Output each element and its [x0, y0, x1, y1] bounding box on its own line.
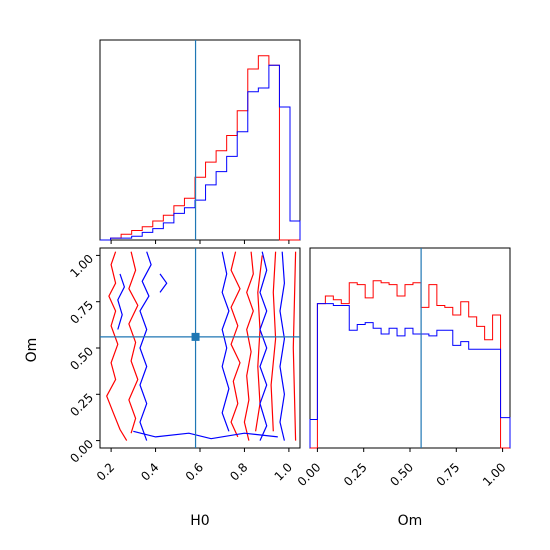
contour-blue-0	[117, 273, 126, 330]
om-histogram-marks	[309, 248, 511, 449]
truth-marker	[191, 332, 200, 341]
contour-blue-4	[259, 251, 268, 441]
y-tick-label: 0.00	[67, 437, 96, 466]
contour-blue-1	[139, 251, 152, 441]
histogram-blue-series	[100, 64, 301, 241]
x-tick-label: 0.8	[227, 460, 250, 483]
contour-red-0	[106, 251, 128, 441]
y-tick-label: 0.50	[67, 344, 96, 373]
contour-marks	[100, 248, 300, 448]
x-tick-label: 0.00	[295, 460, 324, 489]
y-tick-label: 0.25	[67, 391, 96, 420]
contour-blue-3	[221, 251, 230, 432]
om-y-axis-label: Om	[24, 338, 40, 363]
y-tick-label: 1.00	[67, 252, 96, 281]
h0-axis-label: H0	[190, 513, 209, 529]
h0-histogram-marks	[100, 40, 301, 241]
x-tick-label: 1.0	[272, 460, 295, 483]
x-tick-label: 0.50	[387, 460, 416, 489]
x-tick-label: 1.00	[480, 460, 509, 489]
x-tick-label: 0.6	[183, 460, 206, 483]
x-tick-label: 0.4	[138, 460, 161, 483]
histogram-blue-series	[309, 303, 511, 448]
x-tick-label: 0.25	[341, 460, 370, 489]
contour-red-3	[243, 251, 254, 441]
y-tick-label: 0.75	[67, 298, 96, 327]
contour-red-5	[270, 251, 277, 432]
contour-blue-2	[159, 273, 168, 293]
x-tick-label: 0.75	[434, 460, 463, 489]
h0-histogram-panel	[99, 39, 301, 241]
h0-om-contour-panel	[99, 247, 301, 449]
contour-red-4	[255, 255, 263, 432]
om-histogram-panel	[309, 247, 511, 449]
contour-blue-6	[133, 430, 278, 440]
histogram-red-series	[310, 280, 510, 449]
om-axis-label: Om	[398, 513, 423, 529]
contour-red-6	[292, 251, 297, 441]
contour-red-2	[230, 251, 241, 438]
contour-red-1	[128, 251, 139, 434]
contour-blue-5	[279, 251, 286, 441]
x-tick-label: 0.2	[94, 460, 117, 483]
